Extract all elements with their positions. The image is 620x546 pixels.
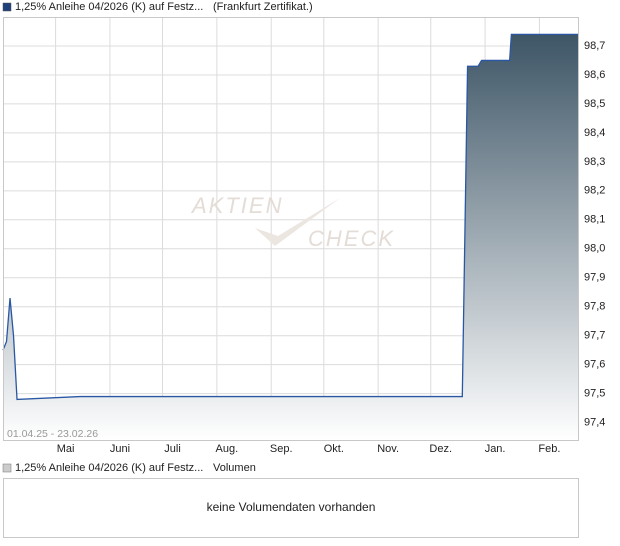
plot-area: AKTIEN CHECK xyxy=(2,17,578,441)
x-tick-label: Feb. xyxy=(538,443,560,455)
watermark: CHECK xyxy=(308,226,395,251)
volume-frame xyxy=(3,478,579,538)
watermark: AKTIEN xyxy=(190,193,283,218)
y-tick-label: 98,4 xyxy=(584,127,605,139)
y-tick-label: 98,3 xyxy=(584,156,605,168)
y-tick-label: 98,0 xyxy=(584,243,605,255)
x-tick-label: Okt. xyxy=(324,443,344,455)
x-tick-label: Mai xyxy=(57,443,75,455)
plot-frame xyxy=(3,17,579,441)
x-tick-label: Sep. xyxy=(270,443,293,455)
x-tick-label: Nov. xyxy=(377,443,399,455)
x-tick-label: Juli xyxy=(164,443,181,455)
legend-swatch xyxy=(2,463,12,473)
y-tick-label: 98,5 xyxy=(584,98,605,110)
y-tick-label: 98,2 xyxy=(584,185,605,197)
y-tick-label: 98,6 xyxy=(584,69,605,81)
x-tick-label: Dez. xyxy=(429,443,452,455)
y-tick-label: 97,9 xyxy=(584,272,605,284)
y-tick-label: 97,5 xyxy=(584,388,605,400)
series-name: 1,25% Anleihe 04/2026 (K) auf Festz... xyxy=(15,1,203,13)
line xyxy=(2,33,578,401)
legend-swatch xyxy=(2,2,12,12)
area xyxy=(3,34,578,441)
volume-message: keine Volumendaten vorhanden xyxy=(207,500,376,514)
y-tick-label: 97,8 xyxy=(584,301,605,313)
y-tick-label: 97,4 xyxy=(584,417,605,429)
y-tick-label: 98,7 xyxy=(584,40,605,52)
exchange: (Frankfurt Zertifikat.) xyxy=(213,1,313,13)
x-tick-label: Aug. xyxy=(216,443,239,455)
range-label: 01.04.25 - 23.02.26 xyxy=(7,428,98,440)
x-tick-label: Juni xyxy=(110,443,130,455)
volume-series-name: 1,25% Anleihe 04/2026 (K) auf Festz... xyxy=(15,462,203,474)
x-tick-label: Jan. xyxy=(485,443,506,455)
volume-label: Volumen xyxy=(213,462,256,474)
y-tick-label: 97,6 xyxy=(584,359,605,371)
y-tick-label: 98,1 xyxy=(584,214,605,226)
y-tick-label: 97,7 xyxy=(584,330,605,342)
